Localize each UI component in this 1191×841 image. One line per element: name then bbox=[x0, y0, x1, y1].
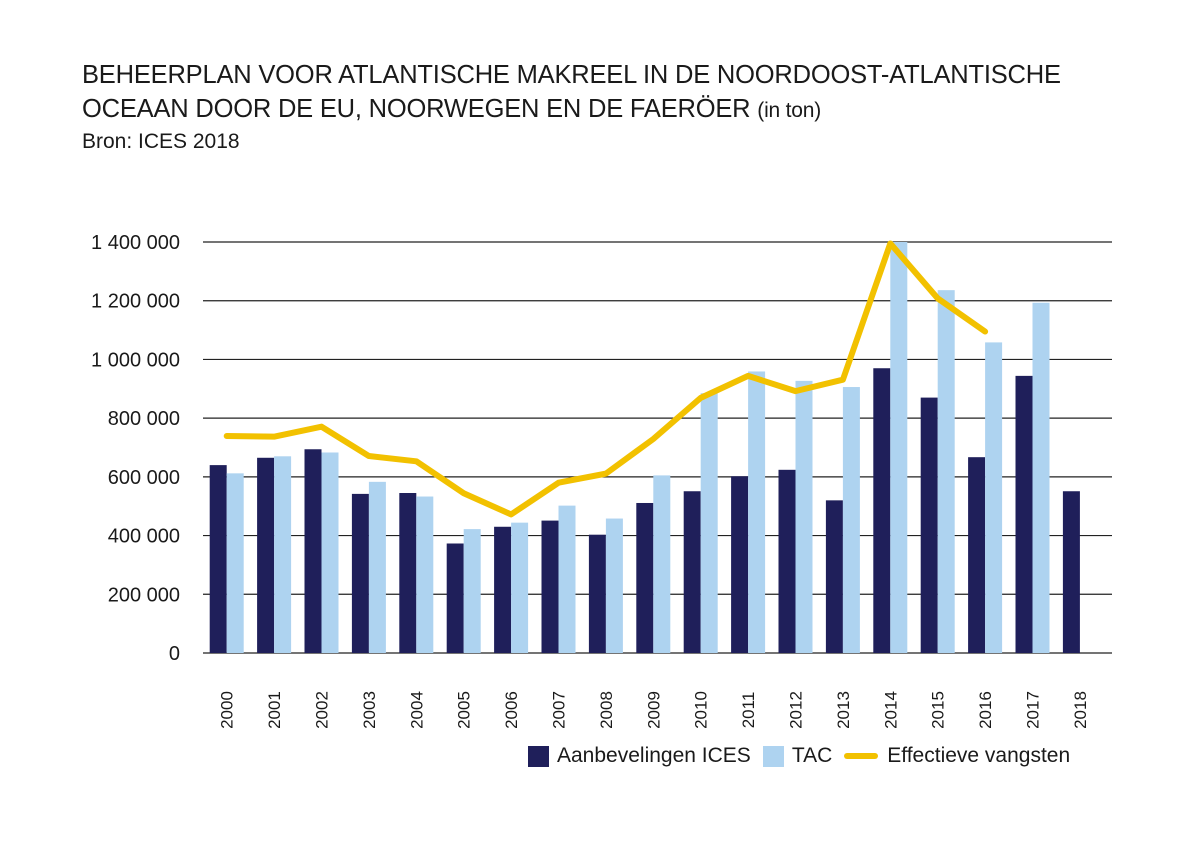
y-tick-label: 600 000 bbox=[108, 467, 180, 489]
bar-ices-2015 bbox=[920, 397, 938, 653]
x-tick-label: 2009 bbox=[644, 691, 663, 729]
bar-ices-2003 bbox=[351, 493, 369, 653]
legend-swatch-ices bbox=[528, 745, 549, 767]
x-tick-label: 2007 bbox=[550, 691, 569, 729]
bar-ices-2009 bbox=[636, 502, 654, 653]
bar-ices-2018 bbox=[1062, 491, 1080, 653]
bar-ices-2010 bbox=[683, 491, 701, 653]
x-tick-label: 2017 bbox=[1024, 691, 1043, 729]
x-tick-label: 2000 bbox=[218, 691, 237, 729]
y-tick-label: 800 000 bbox=[108, 408, 180, 430]
bar-tac-2009 bbox=[653, 475, 671, 653]
y-tick-label: 1 400 000 bbox=[91, 232, 180, 254]
bar-tac-2013 bbox=[842, 387, 860, 653]
x-tick-label: 2012 bbox=[787, 691, 806, 729]
x-tick-label: 2004 bbox=[407, 691, 426, 729]
legend-item-catches: Effectieve vangsten bbox=[844, 744, 1070, 768]
bar-tac-2008 bbox=[605, 518, 623, 653]
bar-ices-2016 bbox=[968, 457, 986, 653]
bar-tac-2007 bbox=[558, 505, 576, 653]
bar-ices-2017 bbox=[1015, 375, 1033, 653]
catches-series-line bbox=[223, 240, 989, 518]
bar-ices-2007 bbox=[541, 520, 559, 653]
y-tick-label: 200 000 bbox=[108, 584, 180, 606]
bar-ices-2002 bbox=[304, 449, 322, 653]
bar-tac-2012 bbox=[795, 380, 813, 653]
bar-tac-2017 bbox=[1032, 302, 1050, 653]
x-tick-label: 2003 bbox=[360, 691, 379, 729]
bar-tac-2015 bbox=[937, 290, 955, 653]
x-tick-label: 2013 bbox=[834, 691, 853, 729]
x-tick-label: 2014 bbox=[881, 691, 900, 729]
x-tick-label: 2016 bbox=[976, 691, 995, 729]
title-line-2: OCEAAN DOOR DE EU, NOORWEGEN EN DE FAERÖ… bbox=[82, 92, 1061, 128]
bar-tac-2014 bbox=[890, 242, 908, 653]
bar-tac-2006 bbox=[511, 522, 529, 653]
legend-item-tac: TAC bbox=[762, 744, 833, 768]
y-tick-label: 1 000 000 bbox=[91, 349, 180, 371]
y-tick-label: 0 bbox=[169, 643, 180, 665]
bars bbox=[209, 242, 1080, 653]
y-tick-label: 1 200 000 bbox=[91, 291, 180, 313]
legend-label-catches: Effectieve vangsten bbox=[887, 744, 1071, 767]
title-unit: (in ton) bbox=[757, 99, 822, 122]
bar-tac-2001 bbox=[274, 456, 292, 653]
bar-ices-2006 bbox=[494, 526, 512, 653]
x-tick-label: 2018 bbox=[1071, 691, 1090, 729]
bar-ices-2012 bbox=[778, 469, 796, 653]
bar-ices-2014 bbox=[873, 368, 891, 653]
bar-tac-2005 bbox=[463, 529, 481, 653]
legend: Aanbevelingen ICES TAC Effectieve vangst… bbox=[528, 744, 1082, 768]
chart-source: Bron: ICES 2018 bbox=[82, 130, 240, 153]
x-tick-label: 2002 bbox=[313, 691, 332, 729]
bar-tac-2003 bbox=[368, 481, 386, 653]
legend-label-tac: TAC bbox=[791, 744, 833, 767]
bar-tac-2010 bbox=[700, 393, 718, 653]
chart-title: BEHEERPLAN VOOR ATLANTISCHE MAKREEL IN D… bbox=[82, 58, 1061, 128]
x-tick-label: 2015 bbox=[929, 691, 948, 729]
bar-ices-2008 bbox=[588, 534, 606, 653]
bar-ices-2004 bbox=[399, 493, 417, 653]
x-tick-label: 2005 bbox=[455, 691, 474, 729]
y-tick-label: 400 000 bbox=[108, 526, 180, 548]
title-line-1: BEHEERPLAN VOOR ATLANTISCHE MAKREEL IN D… bbox=[82, 61, 1061, 89]
bar-tac-2016 bbox=[985, 342, 1003, 653]
x-tick-label: 2008 bbox=[597, 691, 616, 729]
legend-swatch-catches bbox=[844, 753, 879, 759]
y-axis-ticks: 0 200 000 400 000 600 000 800 000 1 000 000 1 … bbox=[91, 232, 180, 665]
bar-ices-2013 bbox=[825, 500, 843, 653]
x-tick-label: 2001 bbox=[265, 691, 284, 729]
bar-ices-2011 bbox=[731, 476, 749, 653]
bar-ices-2001 bbox=[257, 457, 275, 653]
catches-line bbox=[223, 240, 989, 518]
x-tick-label: 2010 bbox=[692, 691, 711, 729]
title-line-2-text: OCEAAN DOOR DE EU, NOORWEGEN EN DE FAERÖ… bbox=[82, 95, 751, 123]
x-axis-ticks: 2000 2001 2002 2003 2004 2005 2006 2007 2008 2009… bbox=[218, 691, 1090, 729]
legend-item-ices: Aanbevelingen ICES bbox=[528, 744, 751, 768]
bar-tac-2002 bbox=[321, 452, 339, 653]
bar-tac-2011 bbox=[748, 371, 766, 653]
x-tick-label: 2011 bbox=[739, 692, 758, 729]
bar-tac-2004 bbox=[416, 496, 434, 653]
bar-ices-2000 bbox=[209, 465, 227, 653]
bar-tac-2000 bbox=[226, 473, 244, 653]
legend-swatch-tac bbox=[762, 745, 784, 767]
legend-label-ices: Aanbevelingen ICES bbox=[557, 744, 751, 767]
bar-ices-2005 bbox=[446, 543, 464, 653]
x-tick-label: 2006 bbox=[502, 691, 521, 729]
